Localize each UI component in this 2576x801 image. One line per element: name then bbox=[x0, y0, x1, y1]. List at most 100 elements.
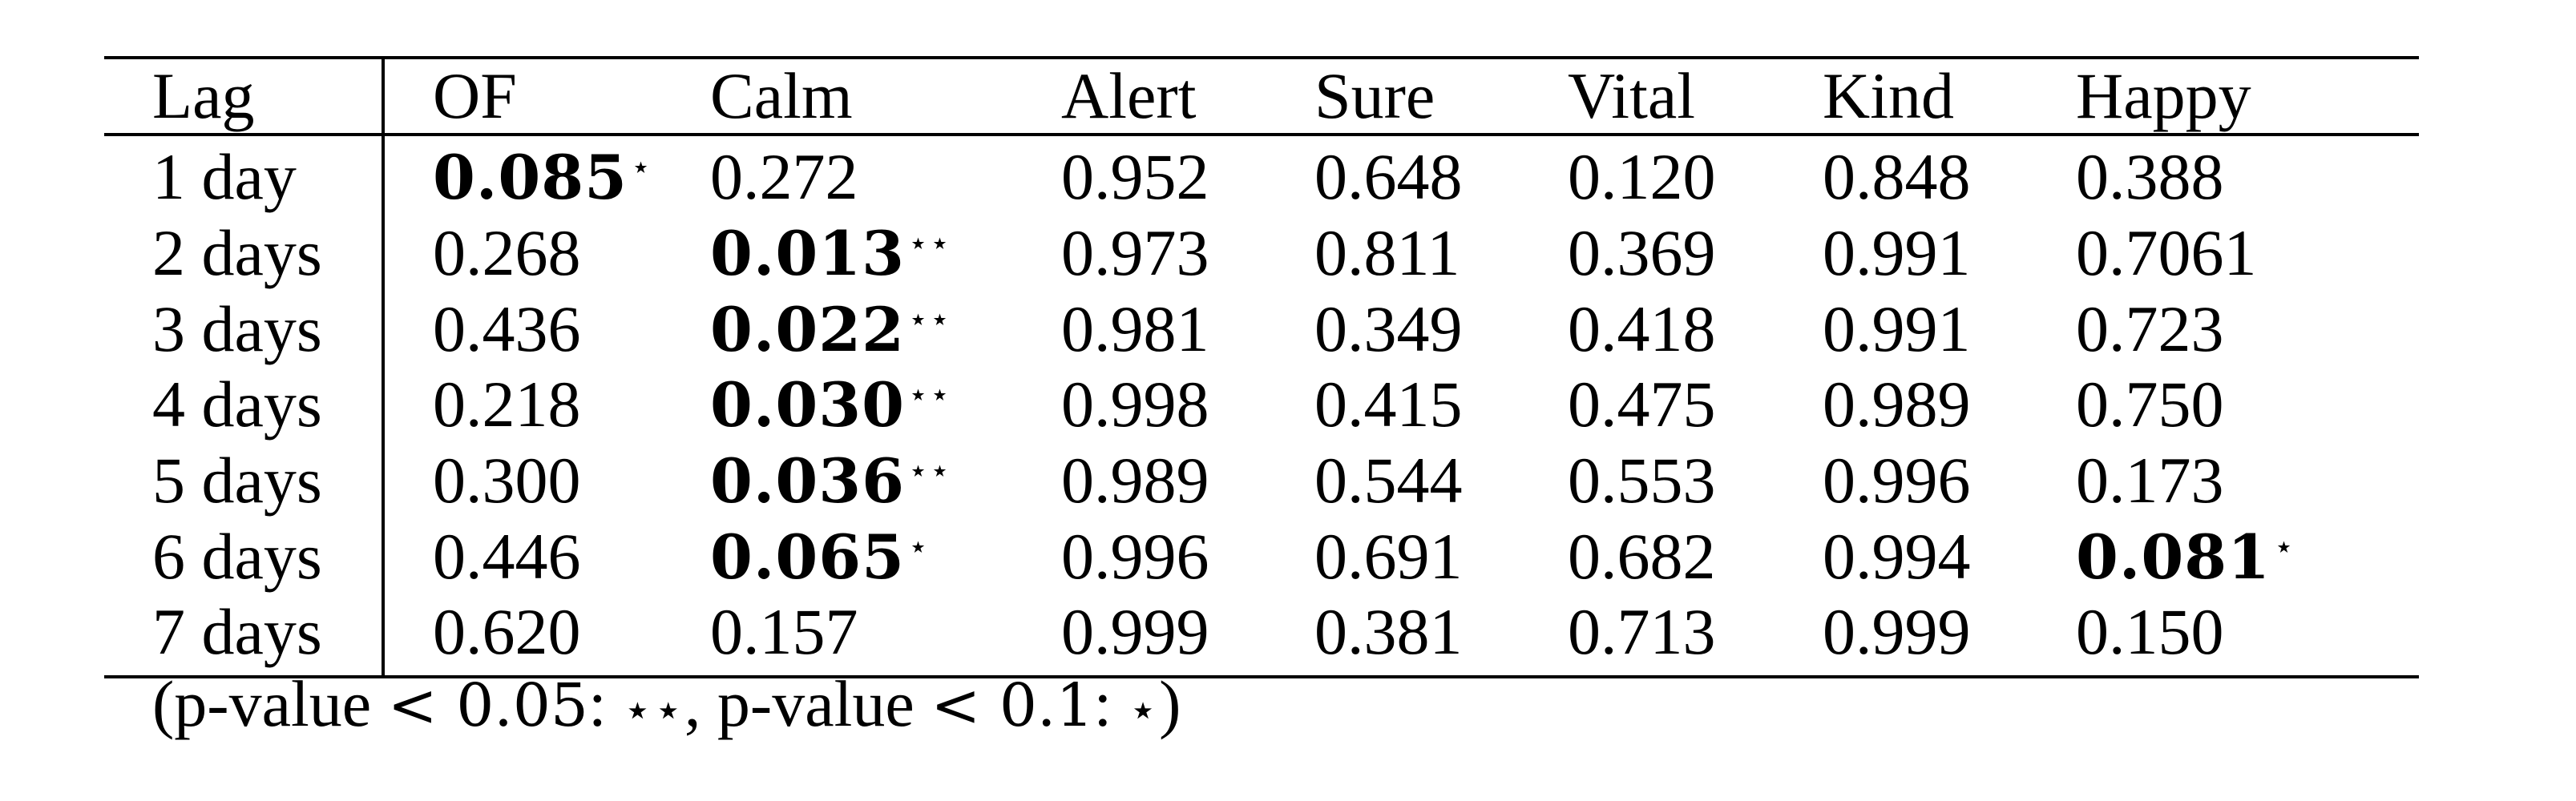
alert-cell: 0.981 bbox=[1061, 291, 1314, 367]
value: 0.388 bbox=[2076, 140, 2224, 214]
calm-cell: 0.022 ⋆⋆ bbox=[710, 291, 1061, 367]
lag-cell: 5 days bbox=[104, 442, 385, 519]
sure-cell: 0.648 bbox=[1314, 135, 1568, 215]
value: 0.989 bbox=[1823, 368, 1971, 441]
footnote-colon-2: : bbox=[1093, 667, 1129, 740]
value: 0.446 bbox=[433, 519, 581, 593]
value: 0.991 bbox=[1823, 292, 1971, 365]
value: 0.620 bbox=[433, 595, 581, 669]
value: 0.7061 bbox=[2076, 216, 2257, 290]
of-cell: 0.300 bbox=[383, 443, 710, 519]
happy-cell: 0.750 bbox=[2076, 367, 2419, 443]
kind-cell: 0.994 bbox=[1823, 518, 2076, 594]
double-star-icon: ⋆⋆ bbox=[623, 682, 684, 737]
vital-cell: 0.369 bbox=[1568, 215, 1823, 292]
alert-cell: 0.989 bbox=[1061, 443, 1314, 519]
kind-cell: 0.991 bbox=[1823, 291, 2076, 367]
col-header-happy: Happy bbox=[2076, 59, 2251, 132]
value: 0.369 bbox=[1568, 216, 1716, 290]
value: 0.973 bbox=[1061, 216, 1209, 290]
col-header-alert: Alert bbox=[1061, 59, 1197, 132]
table-row: 7 days 0.620 0.157 0.999 0.381 0.713 0.999 0.15… bbox=[104, 594, 2419, 677]
results-table-container: Lag OF Calm Alert Sure Vital Kind Happy … bbox=[104, 56, 2419, 678]
header-row: Lag OF Calm Alert Sure Vital Kind Happy bbox=[104, 58, 2419, 135]
footnote-less-than-2: < bbox=[931, 671, 981, 740]
significant-value: 0.081 bbox=[2076, 521, 2271, 593]
calm-cell: 0.065 ⋆ bbox=[710, 518, 1061, 594]
table-row: 3 days 0.436 0.022 ⋆⋆ 0.981 0.349 0.418 0.991 0.… bbox=[104, 291, 2419, 368]
value: 0.713 bbox=[1568, 595, 1716, 669]
sure-cell: 0.415 bbox=[1314, 367, 1568, 443]
value: 0.682 bbox=[1568, 519, 1716, 593]
vital-cell: 0.553 bbox=[1568, 443, 1823, 519]
value: 0.981 bbox=[1061, 292, 1209, 365]
value: 0.349 bbox=[1314, 292, 1463, 365]
value: 0.150 bbox=[2076, 595, 2224, 669]
sure-cell: 0.691 bbox=[1314, 518, 1568, 594]
kind-cell: 0.991 bbox=[1823, 215, 2076, 292]
vital-cell: 0.418 bbox=[1568, 291, 1823, 367]
alert-cell: 0.998 bbox=[1061, 367, 1314, 443]
alert-cell: 0.952 bbox=[1061, 135, 1314, 215]
vital-cell: 0.713 bbox=[1568, 594, 1823, 677]
col-header-of: OF bbox=[433, 59, 517, 132]
happy-cell: 0.723 bbox=[2076, 291, 2419, 367]
kind-cell: 0.996 bbox=[1823, 443, 2076, 519]
value: 0.991 bbox=[1823, 216, 1971, 290]
significant-value: 0.013 bbox=[710, 218, 905, 290]
significance-footnote: (p-value < 0.05: ⋆⋆, p-value < 0.1: ⋆) bbox=[152, 671, 1181, 737]
single-star-icon: ⋆ bbox=[2273, 528, 2296, 566]
value: 0.418 bbox=[1568, 292, 1716, 365]
value: 0.415 bbox=[1314, 368, 1463, 441]
calm-cell: 0.272 bbox=[710, 135, 1061, 215]
of-cell: 0.436 bbox=[383, 291, 710, 367]
calm-cell: 0.030 ⋆⋆ bbox=[710, 367, 1061, 443]
value: 0.648 bbox=[1314, 140, 1463, 214]
col-header-sure: Sure bbox=[1314, 59, 1435, 132]
value: 0.999 bbox=[1823, 595, 1971, 669]
single-star-icon: ⋆ bbox=[1128, 682, 1160, 737]
lag-cell: 6 days bbox=[104, 518, 385, 595]
lag-cell: 7 days bbox=[104, 594, 385, 677]
happy-cell: 0.081 ⋆ bbox=[2076, 518, 2419, 594]
col-header-kind: Kind bbox=[1823, 59, 1954, 132]
sure-cell: 0.544 bbox=[1314, 443, 1568, 519]
table-row: 6 days 0.446 0.065 ⋆ 0.996 0.691 0.682 0.994 0.0… bbox=[104, 518, 2419, 595]
value: 0.436 bbox=[433, 292, 581, 365]
kind-cell: 0.848 bbox=[1823, 135, 2076, 215]
footnote-open: (p-value bbox=[152, 667, 388, 740]
col-header-calm: Calm bbox=[710, 59, 853, 132]
of-cell: 0.620 bbox=[383, 594, 710, 677]
table-row: 2 days 0.268 0.013 ⋆⋆ 0.973 0.811 0.369 0.991 0.… bbox=[104, 215, 2419, 292]
col-header-lag: Lag bbox=[104, 58, 385, 135]
value: 0.120 bbox=[1568, 140, 1716, 214]
calm-cell: 0.013 ⋆⋆ bbox=[710, 215, 1061, 292]
of-cell: 0.218 bbox=[383, 367, 710, 443]
value: 0.996 bbox=[1823, 444, 1971, 517]
single-star-icon: ⋆ bbox=[907, 528, 931, 566]
value: 0.750 bbox=[2076, 368, 2224, 441]
sure-cell: 0.381 bbox=[1314, 594, 1568, 677]
kind-cell: 0.989 bbox=[1823, 367, 2076, 443]
of-cell: 0.085 ⋆ bbox=[383, 135, 710, 215]
value: 0.173 bbox=[2076, 444, 2224, 517]
alert-cell: 0.996 bbox=[1061, 518, 1314, 594]
lag-cell: 3 days bbox=[104, 291, 385, 368]
lag-cell: 2 days bbox=[104, 215, 385, 292]
double-star-icon: ⋆⋆ bbox=[907, 453, 952, 490]
col-header-vital: Vital bbox=[1568, 59, 1696, 132]
table-row: 4 days 0.218 0.030 ⋆⋆ 0.998 0.415 0.475 0.989 0.… bbox=[104, 367, 2419, 443]
vital-cell: 0.682 bbox=[1568, 518, 1823, 594]
significant-value: 0.085 bbox=[433, 142, 628, 214]
value: 0.544 bbox=[1314, 444, 1463, 517]
value: 0.268 bbox=[433, 216, 581, 290]
footnote-threshold-2: 0.1 bbox=[980, 671, 1094, 740]
alert-cell: 0.973 bbox=[1061, 215, 1314, 292]
value: 0.300 bbox=[433, 444, 581, 517]
single-star-icon: ⋆ bbox=[630, 149, 653, 187]
value: 0.723 bbox=[2076, 292, 2224, 365]
value: 0.952 bbox=[1061, 140, 1209, 214]
value: 0.999 bbox=[1061, 595, 1209, 669]
value: 0.848 bbox=[1823, 140, 1971, 214]
lag-cell: 4 days bbox=[104, 367, 385, 443]
